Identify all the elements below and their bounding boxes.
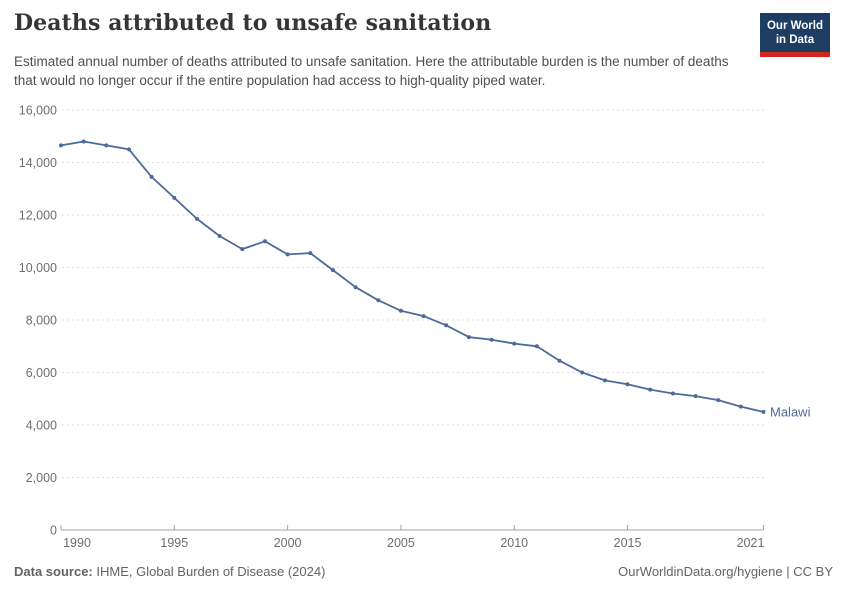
chart-footer: Data source: IHME, Global Burden of Dise… [14,564,833,579]
data-point-1996[interactable] [195,216,199,221]
data-point-2014[interactable] [602,378,607,383]
data-source-label: Data source: [14,564,93,579]
x-tick-label-2021: 2021 [737,536,765,550]
footer-links: OurWorldinData.org/hygiene | CC BY [618,564,833,579]
data-point-2009[interactable] [489,337,494,342]
y-tick-label-16000: 16,000 [19,104,57,118]
data-point-2011[interactable] [534,344,539,349]
owid-url-link[interactable]: OurWorldinData.org/hygiene [618,564,783,579]
x-tick-label-2015: 2015 [614,536,642,550]
chart-subtitle: Estimated annual number of deaths attrib… [14,54,729,89]
data-point-1994[interactable] [149,174,154,179]
data-point-2016[interactable] [648,387,653,392]
data-point-2012[interactable] [557,358,562,363]
data-point-2021[interactable] [761,409,766,414]
data-point-2017[interactable] [670,391,675,396]
data-point-2013[interactable] [580,370,585,375]
data-point-1997[interactable] [217,234,222,238]
owid-logo-line1: Our World [766,20,823,32]
y-tick-label-0: 0 [50,524,57,538]
data-point-2005[interactable] [398,308,403,313]
data-point-2020[interactable] [738,404,743,409]
y-tick-label-14000: 14,000 [19,156,57,170]
data-point-2000[interactable] [285,252,290,257]
data-point-2004[interactable] [376,298,381,303]
data-point-1993[interactable] [127,147,131,152]
x-tick-label-2000: 2000 [274,536,302,550]
y-tick-label-6000: 6,000 [26,366,57,380]
y-tick-label-2000: 2,000 [26,471,57,485]
owid-logo[interactable]: Our World in Data [759,13,830,58]
data-point-2008[interactable] [466,335,471,340]
data-point-1995[interactable] [172,195,177,200]
data-point-1999[interactable] [263,239,267,244]
data-point-2001[interactable] [308,251,313,256]
data-point-1998[interactable] [240,247,245,252]
data-point-1992[interactable] [104,143,109,148]
chart-title: Deaths attributed to unsafe sanitation [14,10,492,36]
data-point-2002[interactable] [330,268,335,273]
x-tick-label-2010: 2010 [500,536,528,550]
y-tick-label-12000: 12,000 [19,209,57,223]
data-point-1991[interactable] [81,139,86,144]
license-link[interactable]: CC BY [793,564,833,579]
data-point-1990[interactable] [59,143,63,148]
data-point-2006[interactable] [421,314,426,319]
x-tick-label-1990: 1990 [63,536,91,550]
footer-separator: | [786,564,790,579]
y-tick-label-10000: 10,000 [19,261,57,275]
data-point-2010[interactable] [512,341,517,346]
owid-logo-line2: in Data [775,34,815,47]
data-source-value: IHME, Global Burden of Disease (2024) [96,564,326,579]
data-point-2007[interactable] [444,323,449,328]
data-point-2015[interactable] [625,382,630,387]
entity-label-malawi[interactable]: Malawi [770,404,811,419]
y-tick-label-8000: 8,000 [26,314,57,328]
data-point-2003[interactable] [353,285,358,290]
data-point-2019[interactable] [716,398,721,403]
data-source-note: Data source: IHME, Global Burden of Dise… [14,564,325,579]
series-line-malawi[interactable] [60,140,765,413]
data-point-2018[interactable] [693,394,698,399]
x-tick-label-2005: 2005 [387,536,415,550]
x-tick-label-1995: 1995 [160,536,188,550]
y-tick-label-4000: 4,000 [26,419,57,433]
